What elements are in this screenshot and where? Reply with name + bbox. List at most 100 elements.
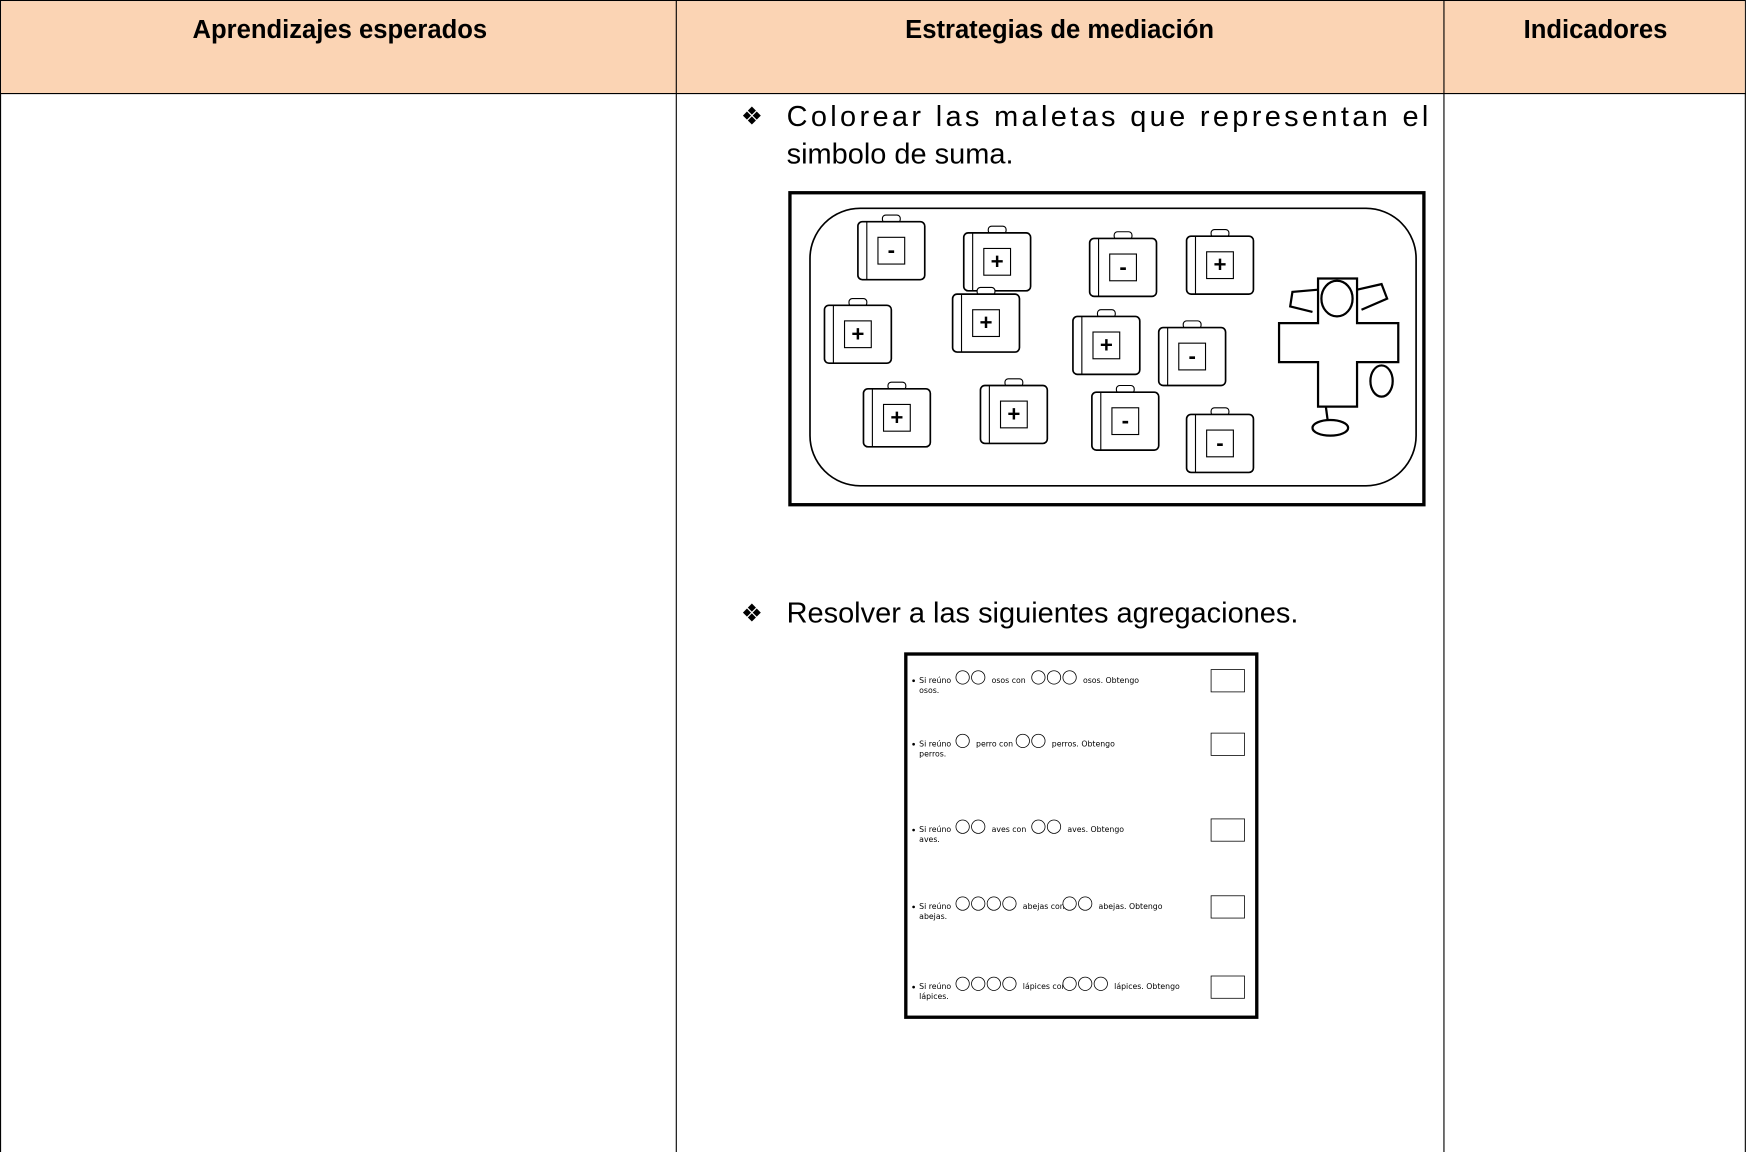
worksheet-text: perros. Obtengo (1052, 739, 1115, 748)
suitcase-sign: - (1188, 344, 1195, 369)
worksheet-text: Si reúno (919, 739, 951, 748)
picture-icon (955, 896, 970, 911)
suitcase-sign: + (890, 405, 903, 430)
worksheet-text: osos. Obtengo (1083, 676, 1139, 685)
worksheet-text: Si reúno (919, 676, 951, 685)
picture-icon (1031, 819, 1046, 834)
worksheet-text: perro con (976, 739, 1013, 748)
list-dot (912, 679, 915, 683)
worksheet-text: lápices con (1023, 982, 1067, 991)
answer-box (1210, 895, 1245, 919)
suitcase-sign: + (980, 310, 993, 335)
sign-box (843, 320, 872, 349)
sign-box (1206, 251, 1234, 280)
picture-icon (971, 976, 986, 991)
worksheet-text: aves con (992, 825, 1027, 834)
answer-box (1210, 975, 1245, 999)
picture-icon (1002, 896, 1017, 911)
sign-box (1178, 342, 1207, 371)
picture-icon (1031, 670, 1046, 685)
suitcase-sign: + (991, 249, 1004, 274)
sign-box (877, 236, 906, 265)
suitcase-sign: + (1100, 332, 1113, 357)
worksheet-text: Si reúno (919, 982, 951, 991)
suitcase: + (1072, 309, 1141, 376)
sign-box (1111, 407, 1140, 436)
picture-icon (1062, 670, 1077, 685)
suitcase: - (1088, 231, 1158, 298)
sign-box (983, 247, 1012, 276)
worksheet-text: Si reúno (919, 825, 951, 834)
picture-icon (1078, 896, 1093, 911)
header-row (1, 1, 1745, 94)
worksheet-frame (904, 652, 1259, 1019)
picture-icon (971, 896, 986, 911)
suitcase: + (962, 225, 1032, 292)
picture-icon (1093, 976, 1108, 991)
picture-icon (971, 819, 986, 834)
picture-icon (1062, 896, 1077, 911)
picture-icon (1031, 733, 1046, 748)
suitcase-sign: - (1119, 254, 1126, 279)
suitcase: + (823, 298, 893, 365)
suitcase-sign: + (851, 321, 864, 346)
worksheet-text: lápices. (919, 992, 949, 1001)
picture-icon (1078, 976, 1093, 991)
worksheet-text: perros. (919, 749, 946, 758)
list-dot (912, 828, 915, 832)
activity-text: Resolver a las siguientes agregaciones. (787, 598, 1299, 630)
worksheet-text: osos. (919, 686, 939, 695)
picture-icon (955, 733, 970, 748)
answer-box (1210, 818, 1245, 842)
picture-icon (955, 976, 970, 991)
header-cell: Indicadores (1524, 16, 1668, 44)
plus-character (1277, 277, 1400, 437)
picture-icon (955, 670, 970, 685)
picture-icon (1015, 733, 1030, 748)
suitcase: - (1185, 407, 1255, 474)
suitcase-sign: - (1216, 430, 1223, 455)
header-cell: Estrategias de mediación (905, 16, 1214, 44)
picture-icon (1002, 976, 1017, 991)
suitcase: + (1185, 228, 1255, 295)
bullet: ❖ (741, 104, 763, 131)
suitcase: + (951, 286, 1021, 353)
worksheet-text: lápices. Obtengo (1114, 982, 1180, 991)
suitcase: - (857, 214, 926, 281)
picture-icon (1046, 819, 1062, 834)
picture-icon (971, 670, 986, 685)
picture-icon (1062, 976, 1077, 991)
list-dot (912, 905, 915, 909)
sign-box (1109, 253, 1138, 282)
picture-icon (1046, 670, 1062, 685)
worksheet-text: abejas con (1023, 902, 1065, 911)
header-cell: Aprendizajes esperados (193, 16, 488, 44)
suitcase-sign: + (1007, 401, 1020, 426)
sign-box (999, 400, 1028, 429)
worksheet-text: aves. Obtengo (1067, 825, 1124, 834)
picture-icon (986, 896, 1001, 911)
picture-icon (955, 819, 970, 834)
picture-border (809, 207, 1417, 487)
bullet: ❖ (741, 600, 763, 627)
sign-box (1092, 331, 1121, 360)
list-dot (912, 985, 915, 989)
sign-box (972, 309, 1000, 338)
answer-box (1210, 669, 1245, 693)
sign-box (882, 403, 911, 432)
worksheet-text: abejas. (919, 912, 947, 921)
answer-box (1210, 732, 1245, 756)
worksheet-text: Si reúno (919, 902, 951, 911)
activity-text: simbolo de suma. (787, 139, 1014, 171)
suitcase: + (979, 378, 1049, 445)
suitcase: + (862, 381, 932, 448)
activity-text: Colorear las maletas que representan el (787, 101, 1429, 133)
suitcase-sign: - (888, 238, 895, 263)
suitcase-sign: - (1122, 408, 1129, 433)
worksheet-text: aves. (919, 835, 940, 844)
suitcase-sign: + (1213, 252, 1226, 277)
suitcase: - (1157, 320, 1227, 387)
